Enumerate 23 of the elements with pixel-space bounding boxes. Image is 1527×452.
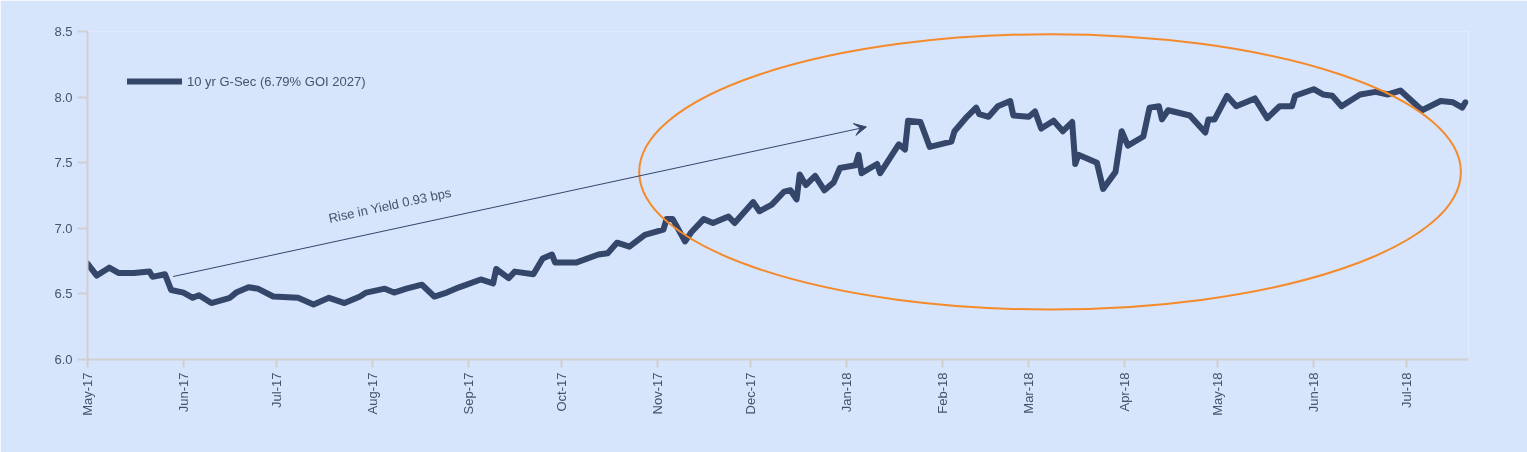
x-tick-label: Apr-18 (1117, 372, 1133, 412)
y-tick-label: 6.5 (54, 286, 73, 302)
x-tick-label: Dec-17 (742, 372, 758, 415)
annotation: Rise in Yield 0.93 bps (327, 184, 453, 226)
x-tick-label: Jun-18 (1306, 372, 1322, 413)
y-tick-label: 7.0 (54, 220, 73, 236)
y-tick-label: 7.5 (54, 155, 73, 171)
x-tick-label: Oct-17 (553, 372, 569, 412)
x-tick-label: Feb-18 (934, 372, 950, 414)
legend-label: 10 yr G-Sec (6.79% GOI 2027) (187, 73, 366, 89)
y-tick-label: 6.0 (54, 352, 73, 367)
x-tick-label: Nov-17 (649, 372, 665, 415)
x-tick-label: May-18 (1210, 372, 1226, 416)
x-tick-label: Sep-17 (460, 372, 476, 415)
x-tick-label: Jul-18 (1399, 372, 1415, 408)
x-tick-label: Jul-17 (268, 372, 284, 408)
y-tick-label: 8.5 (54, 24, 73, 39)
y-tick-label: 8.0 (54, 89, 73, 105)
x-tick-label: Jan-18 (838, 372, 854, 413)
x-tick-label: Aug-17 (364, 372, 380, 415)
x-tick-label: Mar-18 (1021, 372, 1037, 414)
x-tick-label: May-17 (80, 372, 95, 416)
x-tick-label: Jun-17 (175, 372, 191, 413)
